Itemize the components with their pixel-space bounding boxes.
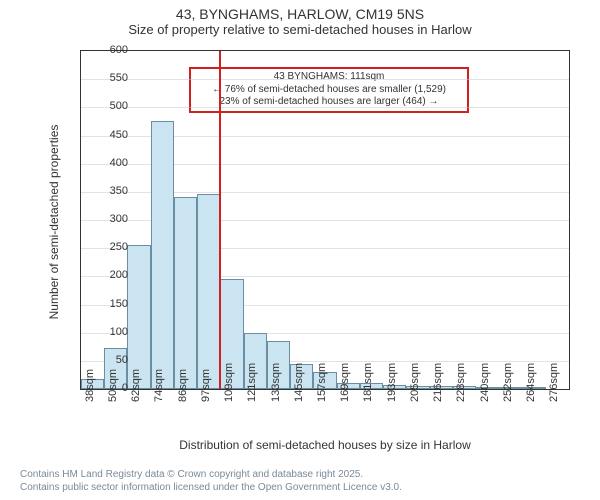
y-tick-label: 500: [90, 100, 128, 112]
annotation-line1: 43 BYNGHAMS: 111sqm: [195, 71, 463, 84]
y-tick-label: 450: [90, 129, 128, 141]
title-line2: Size of property relative to semi-detach…: [0, 22, 600, 37]
y-tick-label: 550: [90, 72, 128, 84]
annotation-box: 43 BYNGHAMS: 111sqm ← 76% of semi-detach…: [189, 67, 469, 113]
y-tick-label: 300: [90, 213, 128, 225]
footer-line1: Contains HM Land Registry data © Crown c…: [20, 468, 402, 481]
chart-area: Number of semi-detached properties 43 BY…: [40, 50, 580, 430]
plot-area: 43 BYNGHAMS: 111sqm ← 76% of semi-detach…: [80, 50, 570, 390]
y-axis-label: Number of semi-detached properties: [47, 102, 61, 342]
histogram-bar: [197, 194, 220, 389]
histogram-bar: [174, 197, 197, 389]
grid-line: [81, 107, 569, 108]
footer: Contains HM Land Registry data © Crown c…: [20, 468, 402, 494]
grid-line: [81, 79, 569, 80]
histogram-bar: [127, 245, 150, 389]
chart-container: 43, BYNGHAMS, HARLOW, CM19 5NS Size of p…: [0, 0, 600, 500]
reference-line: [219, 51, 221, 389]
annotation-line2: ← 76% of semi-detached houses are smalle…: [195, 84, 463, 97]
y-tick-label: 400: [90, 157, 128, 169]
y-tick-label: 100: [90, 326, 128, 338]
footer-line2: Contains public sector information licen…: [20, 481, 402, 494]
y-tick-label: 150: [90, 298, 128, 310]
title-block: 43, BYNGHAMS, HARLOW, CM19 5NS Size of p…: [0, 0, 600, 37]
y-tick-label: 350: [90, 185, 128, 197]
y-tick-label: 50: [90, 354, 128, 366]
x-axis-label: Distribution of semi-detached houses by …: [80, 438, 570, 452]
title-line1: 43, BYNGHAMS, HARLOW, CM19 5NS: [0, 6, 600, 22]
y-tick-label: 250: [90, 241, 128, 253]
histogram-bar: [151, 121, 174, 389]
y-tick-label: 200: [90, 269, 128, 281]
y-tick-label: 600: [90, 44, 128, 56]
